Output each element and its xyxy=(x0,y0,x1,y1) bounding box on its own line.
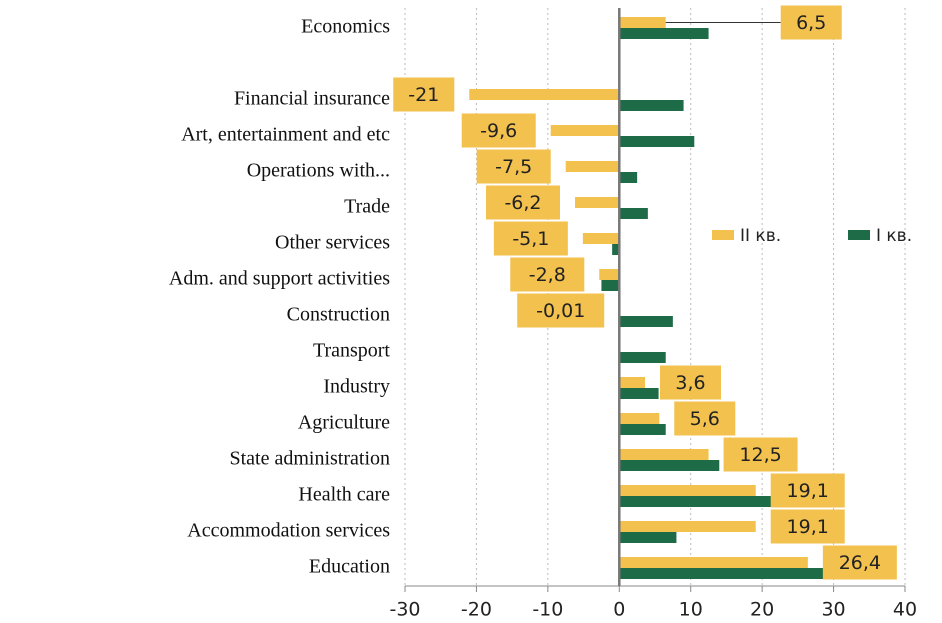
category-label: State administration xyxy=(229,448,390,470)
value-label: -7,5 xyxy=(495,156,532,178)
value-label: -6,2 xyxy=(504,192,541,214)
bar xyxy=(619,208,648,219)
category-label: Accommodation services xyxy=(187,520,390,542)
bar xyxy=(619,316,673,327)
x-tick-label: 10 xyxy=(679,599,703,621)
bar xyxy=(619,557,808,568)
value-label-box xyxy=(723,437,798,472)
bar xyxy=(582,233,620,244)
category-label: Art, entertainment and etc xyxy=(181,124,390,146)
category-label: Economics xyxy=(301,16,390,38)
value-label: 19,1 xyxy=(787,480,829,502)
category-label: Financial insurance xyxy=(234,88,390,110)
value-label-box xyxy=(393,77,455,112)
value-label-box xyxy=(510,257,585,292)
bar xyxy=(619,388,659,399)
x-tick-label: 30 xyxy=(821,599,845,621)
category-label: Agriculture xyxy=(298,412,390,434)
bar xyxy=(619,352,666,363)
bar xyxy=(619,460,720,471)
value-label-box xyxy=(780,5,842,40)
bar xyxy=(550,125,620,136)
bar xyxy=(469,89,620,100)
bar xyxy=(619,449,709,460)
category-label: Construction xyxy=(287,304,390,326)
category-label: Health care xyxy=(298,484,390,506)
value-label: -9,6 xyxy=(480,120,517,142)
bar xyxy=(619,424,666,435)
bar xyxy=(619,28,709,39)
value-label: -21 xyxy=(408,84,439,106)
value-label: 5,6 xyxy=(690,408,720,430)
bar xyxy=(619,532,677,543)
value-label-box xyxy=(660,365,721,400)
value-label: 19,1 xyxy=(787,516,829,538)
legend-label: I кв. xyxy=(876,226,912,246)
category-label: Operations with... xyxy=(247,160,390,182)
value-label: 12,5 xyxy=(739,444,781,466)
value-label: 3,6 xyxy=(675,372,705,394)
x-tick-label: 40 xyxy=(893,599,917,621)
bar xyxy=(565,161,620,172)
value-label: -2,8 xyxy=(529,264,566,286)
bar xyxy=(619,413,660,424)
bar xyxy=(612,244,620,255)
value-label-box xyxy=(517,293,605,328)
bar xyxy=(619,485,756,496)
category-label: Adm. and support activities xyxy=(169,268,390,290)
x-tick-label: 0 xyxy=(613,599,625,621)
bar xyxy=(619,521,756,532)
bar xyxy=(619,100,684,111)
value-label: 6,5 xyxy=(796,12,826,34)
category-label: Transport xyxy=(313,340,390,362)
value-label-box xyxy=(674,401,736,436)
bar xyxy=(619,17,666,28)
category-label: Education xyxy=(309,556,390,578)
category-label: Trade xyxy=(344,196,390,218)
value-label-box xyxy=(822,545,897,580)
value-label: 26,4 xyxy=(839,552,881,574)
bar xyxy=(619,136,695,147)
value-label-box xyxy=(770,473,845,508)
value-label-box xyxy=(461,113,536,148)
value-label: -5,1 xyxy=(512,228,549,250)
value-label: -0,01 xyxy=(536,300,585,322)
bar xyxy=(619,172,638,183)
category-label: Other services xyxy=(275,232,390,254)
legend-swatch xyxy=(712,230,734,240)
value-label-box xyxy=(493,221,568,256)
x-tick-label: -30 xyxy=(389,599,420,621)
value-label-box xyxy=(486,185,560,220)
legend-swatch xyxy=(848,230,870,240)
bar xyxy=(619,496,791,507)
x-tick-label: 20 xyxy=(750,599,774,621)
bar xyxy=(619,377,645,388)
bar xyxy=(599,269,620,280)
x-tick-label: -20 xyxy=(461,599,492,621)
bar xyxy=(619,568,855,579)
legend-label: II кв. xyxy=(740,226,781,246)
category-label: Industry xyxy=(323,376,390,398)
bar xyxy=(575,197,620,208)
value-label-box xyxy=(476,149,551,184)
bar xyxy=(601,280,620,291)
x-tick-label: -10 xyxy=(532,599,563,621)
value-label-box xyxy=(770,509,845,544)
